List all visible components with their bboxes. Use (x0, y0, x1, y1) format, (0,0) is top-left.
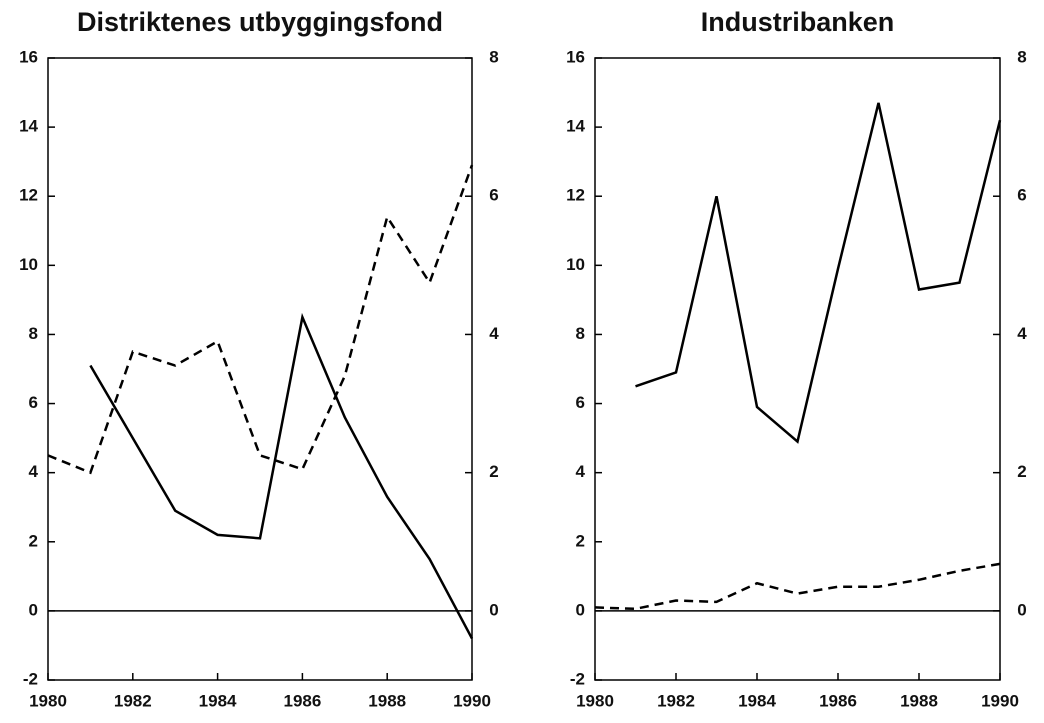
y-tick-label: 8 (29, 324, 38, 343)
plot-frame (47, 57, 473, 681)
x-tick-label: 1988 (900, 691, 938, 710)
x-tick-label: 1986 (819, 691, 857, 710)
y-tick-label: -2 (570, 669, 585, 688)
y-tick-label: 14 (19, 117, 38, 136)
series-line (594, 562, 1001, 611)
y2-tick-label: 6 (1017, 186, 1026, 205)
series-line (635, 102, 1002, 444)
y2-tick-label: 6 (489, 186, 498, 205)
y-tick-label: 2 (29, 531, 38, 550)
y-tick-label: 0 (576, 600, 585, 619)
y2-tick-label: 0 (1017, 600, 1026, 619)
chart-title: Industribanken (701, 7, 895, 37)
x-tick-label: 1984 (738, 691, 776, 710)
y-tick-label: 8 (576, 324, 585, 343)
x-tick-label: 1984 (199, 691, 237, 710)
plot-frame (594, 57, 1001, 681)
x-tick-label: 1990 (453, 691, 491, 710)
series-line (47, 164, 474, 475)
y-tick-label: 2 (576, 531, 585, 550)
y-tick-label: 16 (566, 47, 585, 66)
series-line (89, 312, 474, 640)
x-tick-label: 1986 (283, 691, 321, 710)
y-tick-label: 6 (29, 393, 38, 412)
x-tick-label: 1990 (981, 691, 1019, 710)
x-tick-label: 1982 (657, 691, 695, 710)
y-tick-label: 0 (29, 600, 38, 619)
y-tick-label: 12 (566, 186, 585, 205)
y-tick-label: 4 (29, 462, 39, 481)
x-tick-label: 1980 (29, 691, 67, 710)
chart-title: Distriktenes utbyggingsfond (77, 7, 443, 37)
x-tick-label: 1980 (576, 691, 614, 710)
y-tick-label: 6 (576, 393, 585, 412)
y2-tick-label: 2 (489, 462, 498, 481)
x-tick-label: 1988 (368, 691, 406, 710)
y-tick-label: 4 (576, 462, 586, 481)
y2-tick-label: 4 (489, 324, 499, 343)
y2-tick-label: 2 (1017, 462, 1026, 481)
y-tick-label: 10 (566, 255, 585, 274)
y-tick-label: -2 (23, 669, 38, 688)
y2-tick-label: 8 (489, 47, 498, 66)
x-tick-label: 1982 (114, 691, 152, 710)
y-tick-label: 12 (19, 186, 38, 205)
y-tick-label: 14 (566, 117, 585, 136)
y2-tick-label: 4 (1017, 324, 1027, 343)
y2-tick-label: 8 (1017, 47, 1026, 66)
y-tick-label: 16 (19, 47, 38, 66)
y-tick-label: 10 (19, 255, 38, 274)
y2-tick-label: 0 (489, 600, 498, 619)
